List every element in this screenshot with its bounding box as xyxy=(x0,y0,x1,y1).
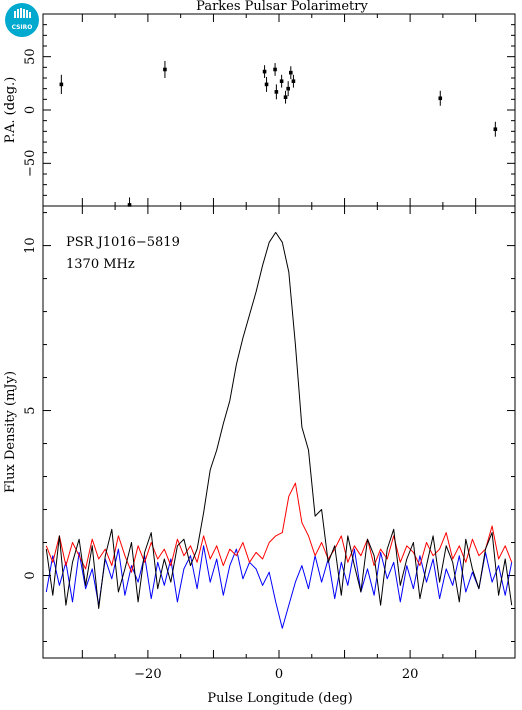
flux-panel-frame xyxy=(42,205,516,659)
pa-ytick-label: 50 xyxy=(23,48,38,65)
pa-point xyxy=(438,96,443,101)
pulsar-name-label: PSR J1016−5819 xyxy=(66,235,180,250)
flux-axes: 0 5 10 −20 0 20 xyxy=(23,206,515,682)
pa-point xyxy=(286,86,290,91)
frequency-label: 1370 MHz xyxy=(66,257,135,272)
pa-point xyxy=(291,79,296,83)
pa-point xyxy=(262,69,267,74)
csiro-logo-text: CSIRO xyxy=(12,24,33,31)
flux-ytick-label: 0 xyxy=(23,571,38,579)
flux-ytick-label: 10 xyxy=(23,237,38,254)
flux-xtick-label: 0 xyxy=(275,667,283,682)
pa-point xyxy=(264,82,269,87)
csiro-logo-bars xyxy=(14,8,31,18)
pa-panel-frame xyxy=(42,13,516,207)
pa-point xyxy=(493,127,498,131)
csiro-logo: CSIRO xyxy=(5,3,39,37)
x-axis-label: Pulse Longitude (deg) xyxy=(207,691,352,706)
flux-axis-label: Flux Density (mJy) xyxy=(3,371,18,493)
pa-point xyxy=(127,203,132,207)
pa-ytick-label: 0 xyxy=(23,106,38,114)
flux-xtick-label: 20 xyxy=(402,667,419,682)
pa-axis-label: P.A. (deg.) xyxy=(3,77,18,144)
flux-series-total xyxy=(45,231,513,609)
flux-ytick-label: 5 xyxy=(23,406,38,414)
pa-point xyxy=(279,79,284,83)
flux-series-linear xyxy=(45,482,513,573)
pa-ytick-label: −50 xyxy=(23,150,38,177)
flux-xtick-label: −20 xyxy=(134,667,161,682)
pa-point xyxy=(59,82,64,87)
pa-axes: −50 0 50 xyxy=(23,14,515,206)
csiro-logo-circle xyxy=(5,3,39,37)
pa-point xyxy=(163,67,167,72)
pa-point xyxy=(289,70,293,75)
pa-point xyxy=(283,95,288,99)
figure-title: Parkes Pulsar Polarimetry xyxy=(196,0,368,14)
pa-point xyxy=(274,90,279,94)
pa-points xyxy=(59,60,498,207)
flux-series-circular xyxy=(45,545,513,629)
flux-lines xyxy=(45,231,513,629)
pa-point xyxy=(273,67,277,72)
